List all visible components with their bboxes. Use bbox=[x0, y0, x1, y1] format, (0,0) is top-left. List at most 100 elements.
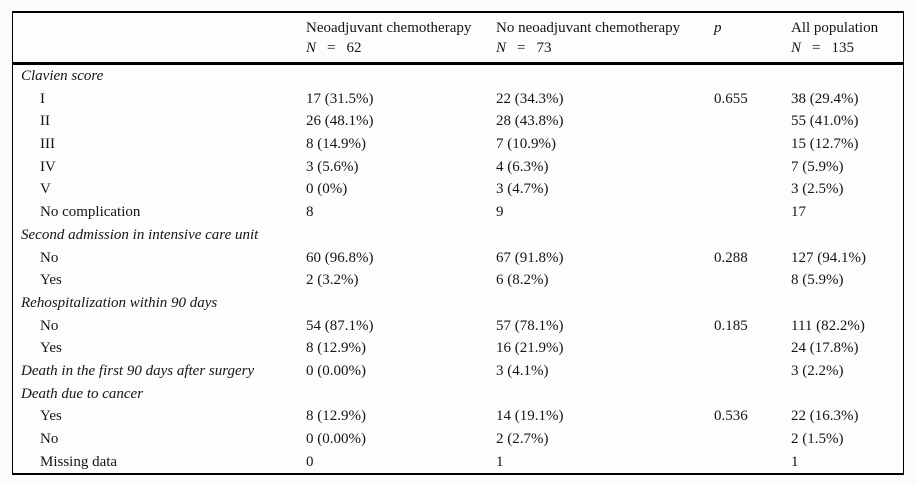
table-row: No complication 8 9 17 bbox=[13, 201, 903, 224]
row-label-cell: Second admission in intensive care unit bbox=[21, 226, 259, 243]
table-body: Clavien score I 17 (31.5%) 22 (34.3%) 0.655 3… bbox=[13, 65, 903, 473]
neoadjuvant-value-cell: 8 (12.9%) bbox=[306, 340, 366, 357]
outcomes-comparison-table: Neoadjuvant chemotherapy N = 62 No neoadju… bbox=[12, 11, 904, 476]
all-population-value-cell: 22 (16.3%) bbox=[791, 408, 859, 425]
all-population-value-cell: 3 (2.2%) bbox=[791, 362, 844, 379]
all-population-value-cell: 127 (94.1%) bbox=[791, 249, 866, 266]
p-value-cell bbox=[714, 451, 791, 474]
no-neoadjuvant-value-cell: 2 (2.7%) bbox=[496, 431, 549, 447]
neoadjuvant-value-cell bbox=[306, 383, 496, 406]
row-label-cell: I bbox=[40, 90, 45, 107]
all-population-value-cell bbox=[791, 224, 903, 247]
neoadjuvant-value-cell: 2 (3.2%) bbox=[306, 272, 359, 289]
neoadjuvant-value-cell: 17 (31.5%) bbox=[306, 90, 374, 107]
table-row: No 0 (0.00%) 2 (2.7%) 2 (1.5%) bbox=[13, 428, 903, 451]
header-n-count-neoadjuvant: N = 62 bbox=[306, 38, 496, 58]
header-n-count-no-neoadjuvant: N = 73 bbox=[496, 38, 714, 58]
header-cell-no-neoadjuvant: No neoadjuvant chemotherapy N = 73 bbox=[496, 18, 714, 58]
row-label-cell: Death in the first 90 days after surgery bbox=[21, 362, 255, 379]
no-neoadjuvant-value-cell: 1 bbox=[496, 453, 504, 470]
neoadjuvant-value-cell bbox=[306, 224, 496, 247]
p-value-cell: 0.185 bbox=[714, 317, 748, 334]
no-neoadjuvant-value-cell: 16 (21.9%) bbox=[496, 340, 564, 357]
no-neoadjuvant-value-cell: 67 (91.8%) bbox=[496, 249, 564, 266]
neoadjuvant-value-cell: 60 (96.8%) bbox=[306, 249, 374, 266]
equals-sign: = bbox=[327, 40, 336, 56]
row-label-cell: Clavien score bbox=[21, 68, 104, 84]
n-symbol: N bbox=[791, 40, 802, 56]
n-value: 73 bbox=[536, 40, 552, 56]
header-label-no-neoadjuvant: No neoadjuvant chemotherapy bbox=[496, 20, 681, 36]
row-label-cell: No bbox=[40, 249, 59, 266]
table-row: Yes 8 (12.9%) 16 (21.9%) 24 (17.8%) bbox=[13, 337, 903, 360]
header-cell-all-population: All population N = 135 bbox=[791, 18, 903, 58]
header-cell-neoadjuvant: Neoadjuvant chemotherapy N = 62 bbox=[306, 18, 496, 58]
no-neoadjuvant-value-cell: 4 (6.3%) bbox=[496, 158, 549, 175]
row-label-cell: No bbox=[40, 317, 59, 334]
no-neoadjuvant-value-cell: 57 (78.1%) bbox=[496, 317, 564, 334]
row-label-cell: No complication bbox=[40, 204, 141, 221]
table-row: III 8 (14.9%) 7 (10.9%) 15 (12.7%) bbox=[13, 133, 903, 156]
all-population-value-cell: 3 (2.5%) bbox=[791, 181, 844, 198]
row-label-cell: Death due to cancer bbox=[21, 385, 144, 402]
all-population-value-cell bbox=[791, 383, 903, 406]
p-value-cell bbox=[714, 292, 791, 315]
all-population-value-cell bbox=[791, 65, 903, 88]
p-value-cell bbox=[714, 269, 791, 292]
all-population-value-cell bbox=[791, 292, 903, 315]
p-value-cell: 0.536 bbox=[714, 408, 748, 425]
table-row: II 26 (48.1%) 28 (43.8%) 55 (41.0%) bbox=[13, 110, 903, 133]
row-label-cell: IV bbox=[40, 158, 56, 175]
neoadjuvant-value-cell: 0 (0%) bbox=[306, 181, 348, 198]
neoadjuvant-value-cell: 8 (12.9%) bbox=[306, 408, 366, 425]
row-label-cell: Yes bbox=[40, 408, 62, 425]
neoadjuvant-value-cell: 0 bbox=[306, 453, 314, 470]
p-value-cell bbox=[714, 360, 791, 383]
no-neoadjuvant-value-cell: 28 (43.8%) bbox=[496, 113, 564, 130]
table-row: Death due to cancer bbox=[13, 383, 903, 406]
header-cell-labels bbox=[13, 18, 306, 58]
all-population-value-cell: 17 bbox=[791, 204, 806, 221]
p-value-cell bbox=[714, 133, 791, 156]
n-symbol: N bbox=[306, 40, 317, 56]
all-population-value-cell: 38 (29.4%) bbox=[791, 90, 859, 107]
p-value-cell bbox=[714, 156, 791, 179]
all-population-value-cell: 55 (41.0%) bbox=[791, 113, 859, 130]
row-label-cell: Missing data bbox=[40, 453, 118, 470]
neoadjuvant-value-cell: 3 (5.6%) bbox=[306, 158, 359, 175]
table-row: I 17 (31.5%) 22 (34.3%) 0.655 38 (29.4%) bbox=[13, 88, 903, 111]
no-neoadjuvant-value-cell: 6 (8.2%) bbox=[496, 272, 549, 289]
table-row: Second admission in intensive care unit bbox=[13, 224, 903, 247]
header-label-all-population: All population bbox=[791, 20, 879, 36]
all-population-value-cell: 1 bbox=[791, 453, 799, 470]
neoadjuvant-value-cell: 8 bbox=[306, 204, 314, 221]
no-neoadjuvant-value-cell bbox=[496, 292, 714, 315]
all-population-value-cell: 8 (5.9%) bbox=[791, 272, 844, 289]
row-label-cell: Yes bbox=[40, 272, 62, 289]
p-value-cell bbox=[714, 224, 791, 247]
n-value: 62 bbox=[346, 40, 362, 56]
all-population-value-cell: 7 (5.9%) bbox=[791, 158, 844, 175]
no-neoadjuvant-value-cell bbox=[496, 65, 714, 88]
table-row: Death in the first 90 days after surgery… bbox=[13, 360, 903, 383]
header-n-count-all-population: N = 135 bbox=[791, 38, 903, 58]
table-row: No 60 (96.8%) 67 (91.8%) 0.288 127 (94.1%) bbox=[13, 247, 903, 270]
row-label-cell: No bbox=[40, 431, 59, 447]
header-label-p: p bbox=[714, 20, 722, 36]
equals-sign: = bbox=[517, 40, 526, 56]
p-value-cell bbox=[714, 428, 791, 451]
no-neoadjuvant-value-cell bbox=[496, 383, 714, 406]
no-neoadjuvant-value-cell: 3 (4.7%) bbox=[496, 181, 549, 198]
p-value-cell bbox=[714, 65, 791, 88]
table-row: Yes 8 (12.9%) 14 (19.1%) 0.536 22 (16.3%) bbox=[13, 405, 903, 428]
no-neoadjuvant-value-cell: 3 (4.1%) bbox=[496, 362, 549, 379]
no-neoadjuvant-value-cell: 7 (10.9%) bbox=[496, 136, 556, 153]
neoadjuvant-value-cell: 0 (0.00%) bbox=[306, 362, 366, 379]
no-neoadjuvant-value-cell bbox=[496, 224, 714, 247]
table-row: Yes 2 (3.2%) 6 (8.2%) 8 (5.9%) bbox=[13, 269, 903, 292]
table-header-row: Neoadjuvant chemotherapy N = 62 No neoadju… bbox=[13, 13, 903, 65]
n-value: 135 bbox=[831, 40, 854, 56]
row-label-cell: III bbox=[40, 136, 55, 153]
p-value-cell: 0.288 bbox=[714, 249, 748, 266]
